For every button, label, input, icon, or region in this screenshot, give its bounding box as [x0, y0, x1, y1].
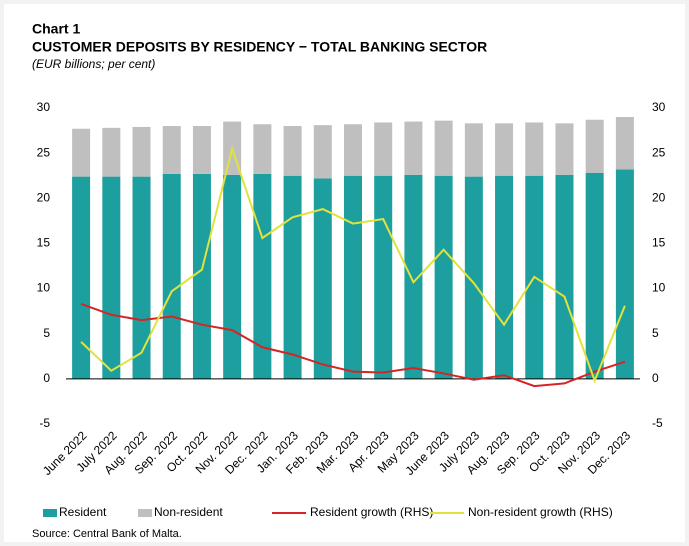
- y2-tick-label: 15: [652, 236, 666, 250]
- line-series: [80, 145, 626, 384]
- bar: [313, 125, 332, 179]
- bar: [344, 175, 362, 379]
- chart-subtitle: (EUR billions; per cent): [32, 57, 155, 71]
- legend-label: Resident: [59, 505, 107, 519]
- bar: [495, 175, 514, 379]
- legend-swatch: [43, 509, 57, 517]
- bar: [585, 119, 604, 174]
- bar: [132, 176, 151, 379]
- bar: [615, 117, 634, 170]
- bar: [585, 173, 604, 379]
- bar: [192, 173, 211, 379]
- legend-label: Resident growth (RHS): [310, 505, 433, 519]
- y-tick-label: 30: [37, 100, 51, 114]
- bar: [464, 176, 483, 379]
- bar: [162, 173, 181, 379]
- bar: [72, 128, 91, 177]
- bar: [253, 124, 272, 174]
- bar: [525, 122, 544, 176]
- y2-tick-label: 10: [652, 281, 666, 295]
- y-tick-label: 0: [43, 371, 50, 385]
- source: Source: Central Bank of Malta.: [32, 528, 182, 540]
- y-tick-label: 15: [37, 236, 51, 250]
- bar: [102, 127, 121, 177]
- bar: [555, 123, 574, 175]
- bar: [132, 126, 151, 177]
- chart-label: Chart 1: [32, 21, 80, 37]
- y-tick-label: -5: [39, 416, 50, 430]
- bar: [344, 124, 362, 176]
- bar: [374, 122, 393, 176]
- y2-tick-label: 0: [652, 371, 659, 385]
- legend-label: Non-resident: [154, 505, 223, 519]
- bar: [464, 123, 483, 177]
- bar: [283, 126, 302, 176]
- chart-title: CUSTOMER DEPOSITS BY RESIDENCY − TOTAL B…: [32, 39, 487, 55]
- bar: [192, 126, 211, 174]
- bar: [404, 121, 423, 175]
- y-tick-label: 5: [43, 326, 50, 340]
- y2-tick-label: 25: [652, 145, 666, 159]
- bar: [313, 178, 332, 379]
- y2-tick-label: -5: [652, 416, 663, 430]
- bar: [102, 176, 121, 379]
- bar: [374, 175, 393, 379]
- bar: [615, 169, 634, 379]
- bar: [283, 175, 302, 379]
- bar: [162, 126, 181, 174]
- legend-label: Non-resident growth (RHS): [468, 505, 613, 519]
- bar: [434, 120, 453, 176]
- y2-tick-label: 30: [652, 100, 666, 114]
- bar: [555, 174, 574, 379]
- bar: [404, 174, 423, 379]
- y2-tick-label: 20: [652, 190, 666, 204]
- y-tick-label: 20: [37, 190, 51, 204]
- line-series: [80, 302, 626, 388]
- bar: [72, 176, 91, 379]
- bar: [223, 174, 242, 379]
- y-tick-label: 25: [37, 145, 51, 159]
- bar: [434, 175, 453, 379]
- legend-swatch: [138, 509, 152, 517]
- y2-tick-label: 5: [652, 326, 659, 340]
- bar: [495, 123, 514, 176]
- y-tick-label: 10: [37, 281, 51, 295]
